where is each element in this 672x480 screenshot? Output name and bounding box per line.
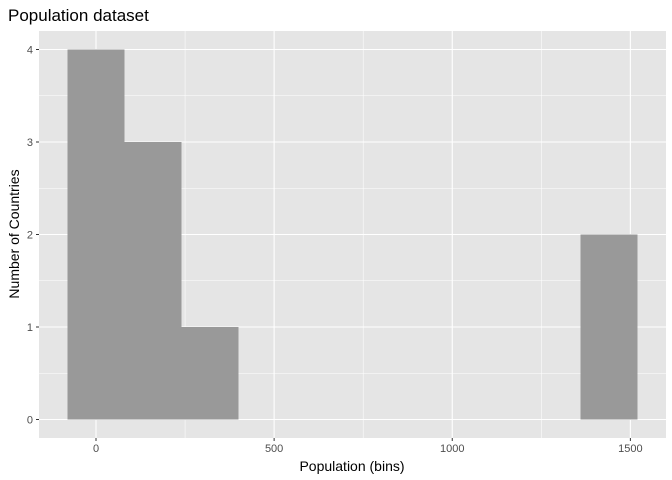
x-tick-label: 1500 <box>618 443 642 455</box>
y-tick-label: 1 <box>27 322 33 334</box>
y-tick-label: 4 <box>27 45 33 57</box>
x-tick-label: 1000 <box>440 443 464 455</box>
histogram-bar <box>181 327 239 420</box>
x-axis-title: Population (bins) <box>299 458 404 474</box>
histogram-bar <box>124 142 182 420</box>
x-tick-label: 0 <box>93 443 99 455</box>
x-axis-ticks: 0 500 1000 1500 <box>93 438 643 455</box>
y-tick-label: 3 <box>27 137 33 149</box>
y-axis-ticks: 0 1 2 3 4 <box>27 45 39 427</box>
histogram-bar <box>67 49 125 420</box>
chart-title: Population dataset <box>8 6 149 25</box>
y-tick-label: 2 <box>27 230 33 242</box>
y-axis-title: Number of Countries <box>6 169 22 298</box>
y-tick-label: 0 <box>27 415 33 427</box>
x-tick-label: 500 <box>265 443 283 455</box>
bars-group <box>67 49 638 420</box>
histogram-bar <box>580 234 638 420</box>
